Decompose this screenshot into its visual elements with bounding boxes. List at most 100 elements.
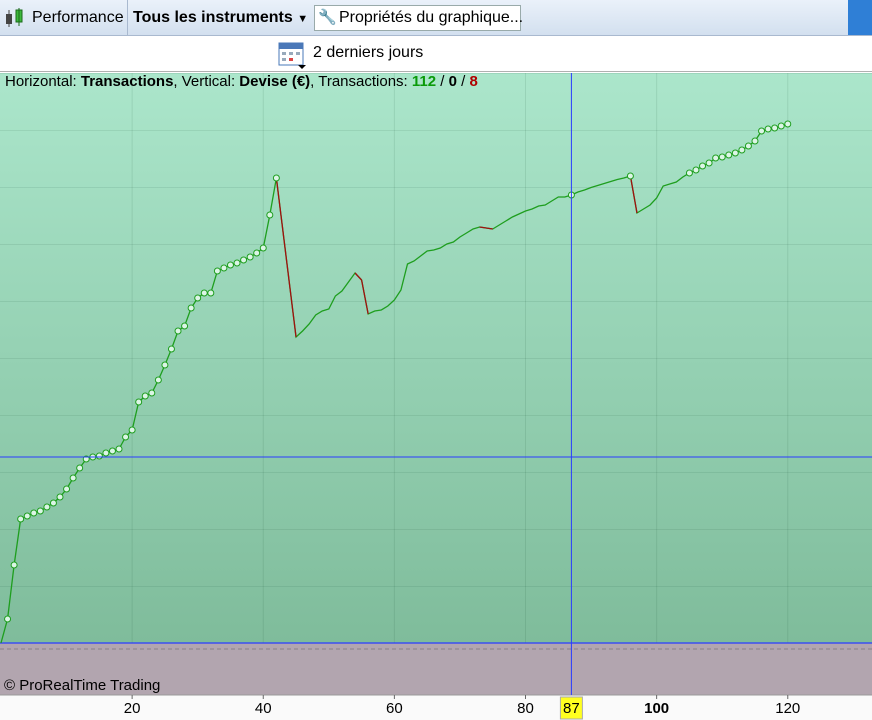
- loss-segment: [629, 175, 638, 214]
- trade-marker: [259, 244, 267, 252]
- trade-marker: [213, 267, 221, 275]
- trade-marker: [731, 149, 739, 157]
- trade-marker: [56, 493, 64, 501]
- x-axis-strip: [0, 695, 872, 720]
- trade-marker: [771, 124, 779, 132]
- trade-marker: [115, 445, 123, 453]
- trade-marker: [17, 515, 25, 523]
- trade-marker: [95, 452, 103, 460]
- trade-marker: [4, 615, 12, 623]
- trade-marker: [712, 154, 720, 162]
- x-tick-label: 100: [644, 700, 669, 717]
- trade-marker: [69, 474, 77, 482]
- separator: /: [461, 73, 466, 90]
- trade-marker: [758, 127, 766, 135]
- loss-segment: [282, 230, 291, 285]
- instruments-dropdown[interactable]: Tous les instruments ▼: [133, 0, 308, 35]
- trade-marker: [108, 447, 116, 455]
- calendar-icon[interactable]: [278, 40, 308, 70]
- trade-marker: [240, 256, 248, 264]
- trade-marker: [744, 142, 752, 150]
- trade-marker: [685, 169, 693, 177]
- trade-marker: [63, 485, 71, 493]
- chart: 20 40 60 80 100 120 87: [0, 73, 872, 720]
- trade-marker: [36, 507, 44, 515]
- trade-marker: [102, 449, 110, 457]
- loss-segment: [360, 279, 369, 315]
- separator: /: [440, 73, 445, 90]
- info-text: Devise (€): [239, 73, 311, 90]
- trade-marker: [266, 211, 274, 219]
- trade-marker: [135, 398, 143, 406]
- trade-marker: [76, 464, 84, 472]
- performance-button[interactable]: Performance: [32, 9, 124, 26]
- trade-marker: [207, 289, 215, 297]
- trade-marker: [751, 137, 759, 145]
- losses-count: 8: [469, 73, 478, 90]
- info-text: Transactions: [80, 73, 174, 90]
- trade-marker: [174, 327, 182, 335]
- trade-marker: [226, 261, 234, 269]
- trade-marker: [777, 122, 785, 130]
- trade-marker: [626, 172, 634, 180]
- trade-marker: [187, 304, 195, 312]
- dropdown-arrow: ▼: [297, 13, 309, 25]
- trade-marker: [272, 174, 280, 182]
- trade-marker: [220, 264, 228, 272]
- copyright: © ProRealTime Trading: [4, 677, 161, 694]
- loss-segment: [486, 227, 493, 230]
- loss-segment: [288, 283, 297, 338]
- trade-marker: [233, 259, 241, 267]
- loss-segment: [275, 177, 284, 232]
- info-text: , Transactions:: [310, 73, 408, 90]
- trade-marker: [148, 389, 156, 397]
- trade-marker: [194, 294, 202, 302]
- loss-segment: [354, 272, 363, 281]
- crosshair-label: 87: [563, 700, 580, 717]
- trade-marker: [30, 509, 38, 517]
- period-label[interactable]: 2 derniers jours: [313, 44, 424, 61]
- properties-button[interactable]: 🔧 Propriétés du graphique...: [314, 5, 524, 31]
- wrench-icon: 🔧: [318, 9, 337, 26]
- toolbar: Performance Tous les instruments ▼ 🔧 Pro…: [0, 0, 872, 103]
- loss-segment: [479, 226, 487, 229]
- trade-marker: [738, 146, 746, 154]
- trade-marker: [154, 376, 162, 384]
- separator: [127, 0, 128, 35]
- trade-marker: [23, 512, 31, 520]
- trade-marker: [10, 561, 18, 569]
- trade-marker: [200, 289, 208, 297]
- grid-pattern: [0, 73, 872, 643]
- neutral-count: 0: [448, 73, 457, 90]
- x-tick-label: 80: [517, 700, 534, 717]
- info-line: Horizontal: Transactions, Vertical: Devi…: [5, 73, 478, 90]
- trade-marker: [718, 153, 726, 161]
- trade-marker: [246, 253, 254, 261]
- trade-marker: [784, 120, 792, 128]
- trade-marker: [49, 499, 57, 507]
- x-tick-label: 20: [124, 700, 141, 717]
- instruments-label: Tous les instruments: [133, 9, 293, 26]
- trade-marker: [161, 361, 169, 369]
- x-tick-label: 60: [386, 700, 403, 717]
- period-bar: 2 derniers jours: [0, 36, 872, 72]
- properties-label: Propriétés du graphique...: [339, 9, 524, 26]
- crosshair-label-box: [559, 696, 583, 720]
- performance-icon: [6, 8, 23, 27]
- trade-marker: [699, 162, 707, 170]
- negative-zone: [0, 643, 872, 695]
- trade-marker: [764, 125, 772, 133]
- x-tick-label: 40: [255, 700, 272, 717]
- trade-marker: [128, 426, 136, 434]
- trade-marker: [705, 159, 713, 167]
- trade-marker: [692, 166, 700, 174]
- share-button[interactable]: [848, 0, 872, 103]
- trade-marker: [167, 345, 175, 353]
- trade-marker: [725, 151, 733, 159]
- trade-marker: [43, 503, 51, 511]
- wins-count: 112: [411, 73, 437, 90]
- trade-marker: [253, 249, 261, 257]
- x-tick-label: 120: [775, 700, 800, 717]
- info-text: , Vertical:: [173, 73, 236, 90]
